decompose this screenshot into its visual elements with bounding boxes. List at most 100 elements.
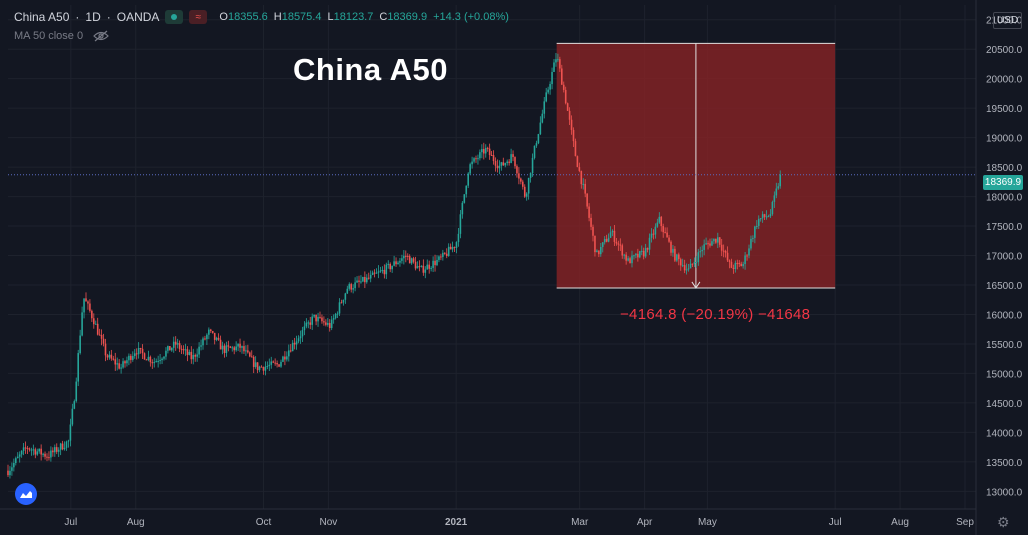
candle-body xyxy=(176,343,179,345)
candle-body xyxy=(264,366,267,371)
separator: · xyxy=(75,10,80,24)
candle-body xyxy=(445,253,448,256)
candle-body xyxy=(566,103,569,111)
candle-body xyxy=(557,59,559,61)
candle-body xyxy=(525,193,528,197)
indicator-row[interactable]: MA 50 close 0 xyxy=(14,30,109,42)
candle-body xyxy=(640,250,643,252)
candle-body xyxy=(570,119,573,130)
buy-dot-icon[interactable] xyxy=(165,10,184,24)
candle-body xyxy=(77,353,79,382)
candle-body xyxy=(440,256,442,258)
candle-body xyxy=(369,274,372,279)
interval-label[interactable]: 1D xyxy=(85,10,101,24)
x-tick-label: Oct xyxy=(256,517,272,528)
candle-body xyxy=(442,252,444,258)
candle-body xyxy=(715,238,717,243)
candle-body xyxy=(334,313,337,319)
alert-wave-icon[interactable]: ≈ xyxy=(189,10,208,24)
candle-body xyxy=(601,242,604,247)
candle-body xyxy=(227,345,230,347)
candle-body xyxy=(629,258,631,264)
candle-body xyxy=(198,346,200,355)
candle-body xyxy=(639,251,641,258)
candle-body xyxy=(722,250,725,252)
candle-body xyxy=(672,248,674,253)
candle-body xyxy=(104,343,107,356)
candle-body xyxy=(34,449,37,455)
eye-crossed-icon[interactable] xyxy=(93,30,109,42)
candle-body xyxy=(408,256,411,264)
candle-body xyxy=(367,277,370,279)
candle-body xyxy=(652,233,655,235)
candle-body xyxy=(625,254,627,261)
candle-body xyxy=(114,359,117,365)
candle-body xyxy=(539,122,542,135)
candle-body xyxy=(650,233,653,238)
candle-body xyxy=(315,314,317,322)
candle-body xyxy=(676,254,678,261)
candle-body xyxy=(307,322,310,324)
candle-body xyxy=(204,338,206,340)
candle-body xyxy=(529,173,532,178)
tradingview-logo-icon[interactable] xyxy=(15,483,37,505)
candle-body xyxy=(161,358,163,361)
measure-label: −4164.8 (−20.19%) −41648 xyxy=(620,306,811,323)
candle-body xyxy=(124,361,126,364)
candle-body xyxy=(664,232,666,234)
candle-body xyxy=(75,381,78,402)
candle-body xyxy=(695,262,698,264)
candle-body xyxy=(418,266,421,268)
candle-body xyxy=(522,181,524,187)
candle-body xyxy=(483,149,485,154)
candle-body xyxy=(619,244,622,246)
symbol-title[interactable]: China A50 xyxy=(14,10,70,24)
candle-body xyxy=(89,303,91,311)
candle-body xyxy=(266,366,269,368)
candle-body xyxy=(648,237,651,250)
ohlc-values: O18355.6 H18575.4 L18123.7 C18369.9 +14.… xyxy=(219,11,509,23)
candle-body xyxy=(225,345,228,353)
candle-body xyxy=(169,346,171,351)
candle-body xyxy=(621,245,624,256)
candle-body xyxy=(147,356,150,361)
candle-body xyxy=(578,167,581,171)
candle-body xyxy=(371,272,374,275)
candle-body xyxy=(395,261,397,265)
candle-body xyxy=(473,158,475,162)
candle-body xyxy=(455,242,458,248)
candle-body xyxy=(211,330,214,333)
candle-body xyxy=(432,260,434,268)
candle-body xyxy=(50,450,52,458)
broker-label: OANDA xyxy=(116,10,160,24)
candle-body xyxy=(588,206,590,218)
candle-body xyxy=(605,238,608,242)
candle-body xyxy=(151,362,154,364)
candle-body xyxy=(642,250,645,257)
candle-body xyxy=(319,316,321,318)
candle-body xyxy=(332,318,335,320)
candle-body xyxy=(403,255,405,259)
candle-body xyxy=(773,195,776,202)
candle-body xyxy=(288,350,290,357)
y-tick-label: 21000.0 xyxy=(986,16,1023,27)
candle-body xyxy=(769,214,772,217)
gear-icon[interactable]: ⚙ xyxy=(997,514,1010,530)
candle-body xyxy=(430,267,432,269)
currency-button[interactable]: USD xyxy=(993,12,1023,29)
candle-body xyxy=(110,354,113,359)
candle-body xyxy=(249,352,251,357)
candle-body xyxy=(235,346,237,351)
indicator-label[interactable]: MA 50 close 0 xyxy=(14,30,84,42)
candle-body xyxy=(299,336,302,339)
x-tick-label: Jul xyxy=(829,517,842,528)
candle-body xyxy=(590,217,592,227)
candle-body xyxy=(543,101,546,114)
candle-body xyxy=(132,356,134,360)
candle-body xyxy=(572,129,575,142)
candle-body xyxy=(208,329,210,335)
candle-body xyxy=(533,145,536,158)
candle-body xyxy=(46,456,48,458)
candle-body xyxy=(512,154,514,158)
